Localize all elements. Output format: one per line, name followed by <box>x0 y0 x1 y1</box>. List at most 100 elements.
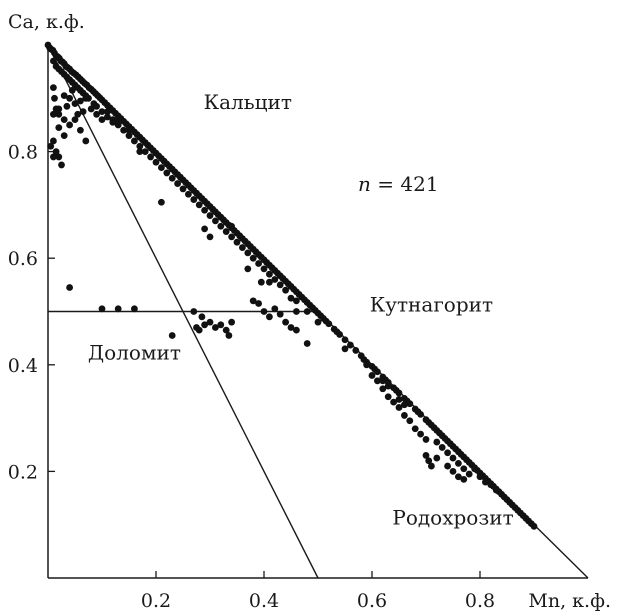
data-point <box>125 132 133 140</box>
data-point <box>60 132 68 140</box>
data-point <box>455 473 462 481</box>
data-point <box>417 430 424 438</box>
data-point <box>98 305 106 313</box>
data-point <box>131 305 138 313</box>
data-point <box>190 196 198 203</box>
data-point <box>487 481 495 489</box>
data-point <box>465 470 473 478</box>
x-axis-label: Mn, к.ф. <box>528 590 611 612</box>
data-point <box>190 308 198 315</box>
data-point <box>114 121 122 129</box>
data-point <box>77 126 84 134</box>
data-point <box>60 116 68 124</box>
data-point <box>136 148 144 156</box>
data-point <box>395 396 403 403</box>
data-point <box>293 297 300 305</box>
data-point <box>244 249 252 257</box>
data-point <box>74 110 82 118</box>
data-point <box>82 137 90 145</box>
data-point <box>55 124 63 132</box>
data-point <box>71 100 79 108</box>
axes: 0.2 0.4 0.6 0.8 0.2 0.4 0.6 0.8 Ca, к.ф. Mn, к.ф. <box>8 11 611 612</box>
data-point <box>201 225 209 233</box>
data-point <box>71 116 79 124</box>
y-tick-label: 0.6 <box>8 248 38 270</box>
sample-size-label: n = 421 <box>358 172 439 196</box>
data-point <box>363 361 370 369</box>
data-point <box>225 332 233 339</box>
data-point <box>66 121 73 129</box>
data-point <box>249 297 257 305</box>
data-point <box>98 116 106 124</box>
data-point <box>52 148 60 156</box>
data-point <box>303 340 311 347</box>
data-point <box>255 260 262 267</box>
data-point <box>276 310 284 318</box>
data-point <box>266 313 273 321</box>
data-points <box>44 41 538 530</box>
data-point <box>411 425 419 433</box>
data-point <box>114 305 122 313</box>
data-point <box>257 278 265 286</box>
data-point <box>282 318 289 326</box>
data-point <box>260 308 268 315</box>
data-point <box>152 158 160 166</box>
data-point <box>287 324 295 331</box>
data-point <box>185 190 192 198</box>
data-point <box>58 161 65 169</box>
data-point <box>87 105 95 113</box>
data-point <box>271 276 279 283</box>
data-point <box>374 377 381 385</box>
data-point <box>303 308 311 315</box>
data-point <box>384 382 392 390</box>
data-point <box>425 457 433 465</box>
data-point <box>63 102 71 110</box>
data-point <box>417 410 424 418</box>
data-point <box>438 444 446 451</box>
y-axis-label: Ca, к.ф. <box>8 11 85 33</box>
data-point <box>390 398 397 406</box>
data-point <box>50 137 57 145</box>
data-point <box>98 108 106 116</box>
data-point <box>82 94 90 102</box>
data-point <box>174 180 182 187</box>
data-point <box>136 142 144 150</box>
x-tick-label: 0.2 <box>141 590 171 612</box>
data-point <box>352 347 360 354</box>
data-point <box>120 126 127 134</box>
data-point <box>198 313 206 321</box>
y-tick-label: 0.4 <box>8 355 38 377</box>
data-point <box>222 326 230 334</box>
data-point <box>109 118 117 126</box>
data-point <box>93 110 100 118</box>
field-label-rhodochrosite: Родохрозит <box>392 506 513 530</box>
data-point <box>347 341 354 349</box>
data-point <box>379 377 387 385</box>
data-point <box>444 449 451 457</box>
data-point <box>104 113 111 121</box>
data-point <box>163 169 171 177</box>
data-point <box>47 142 55 150</box>
data-point <box>55 105 63 113</box>
data-point <box>325 320 333 328</box>
data-point <box>341 336 349 344</box>
data-point <box>476 473 484 481</box>
data-point <box>433 438 441 446</box>
data-point <box>179 185 187 193</box>
data-point <box>406 400 414 408</box>
data-point <box>68 86 76 94</box>
data-point <box>395 404 403 411</box>
data-point <box>449 454 457 462</box>
data-point <box>77 97 84 105</box>
data-point <box>244 265 252 273</box>
field-label-calcite: Кальцит <box>204 90 292 114</box>
data-point <box>50 110 57 118</box>
data-point <box>433 454 441 462</box>
data-point <box>314 318 322 326</box>
data-point <box>114 116 122 124</box>
data-point <box>55 153 63 161</box>
y-tick-label: 0.8 <box>8 142 38 164</box>
data-point <box>141 148 149 156</box>
data-point <box>401 401 408 409</box>
